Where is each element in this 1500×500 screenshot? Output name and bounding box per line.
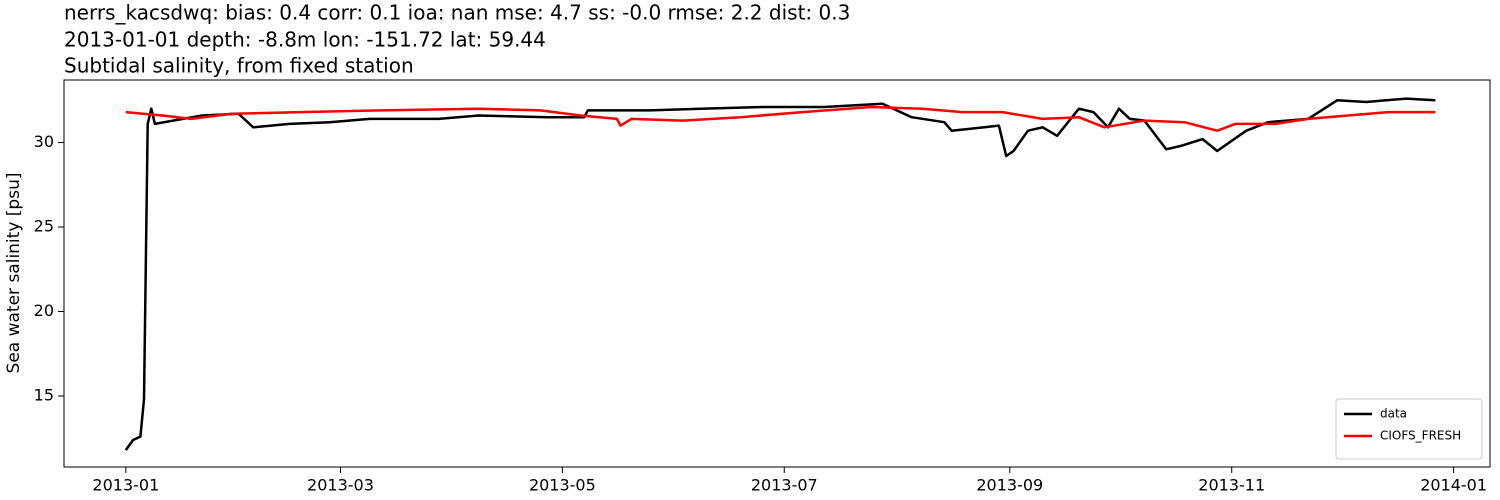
data-line bbox=[125, 105, 1436, 132]
y-tick-label: 15 bbox=[34, 386, 54, 405]
x-tick-label: 2013-07 bbox=[751, 476, 818, 495]
x-tick-label: 2013-09 bbox=[976, 476, 1043, 495]
legend: data CIOFS_FRESH bbox=[1335, 398, 1483, 460]
x-tick-label: 2014-01 bbox=[1420, 476, 1487, 495]
plot-frame bbox=[63, 79, 1491, 468]
legend-box bbox=[1335, 398, 1483, 460]
chart-title: 2013-01-01 depth: -8.8m lon: -151.72 lat… bbox=[64, 28, 546, 52]
y-axis-label: Sea water salinity [psu] bbox=[4, 173, 24, 374]
chart-title: nerrs_kacsdwq: bias: 0.4 corr: 0.1 ioa: … bbox=[64, 1, 850, 25]
y-tick-label: 30 bbox=[34, 132, 54, 151]
x-tick-label: 2013-01 bbox=[92, 476, 159, 495]
legend-label: CIOFS_FRESH bbox=[1380, 429, 1461, 443]
x-tick-label: 2013-03 bbox=[307, 476, 374, 495]
x-tick-label: 2013-11 bbox=[1198, 476, 1265, 495]
data-line bbox=[124, 97, 1436, 451]
chart-title: Subtidal salinity, from fixed station bbox=[64, 54, 414, 78]
legend-label: data bbox=[1380, 407, 1407, 421]
y-tick-label: 20 bbox=[34, 301, 54, 320]
x-tick-label: 2013-05 bbox=[529, 476, 596, 495]
y-tick-label: 25 bbox=[34, 217, 54, 236]
